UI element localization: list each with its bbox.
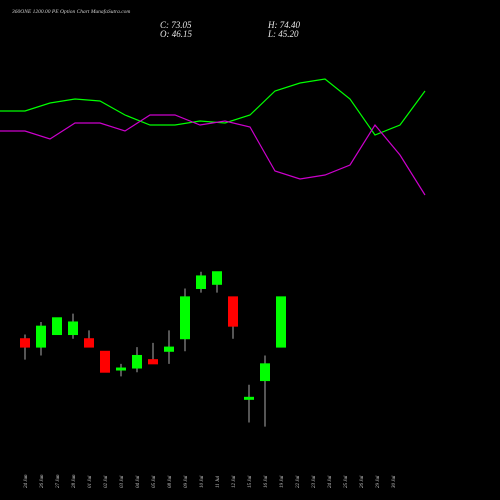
candle-body xyxy=(100,350,110,373)
close-value: C: 73.05 xyxy=(160,20,192,30)
x-tick-label: 27 Jun xyxy=(56,474,61,488)
low-value: L: 45.20 xyxy=(268,29,299,39)
x-axis-labels: 24 Jun 26 Jun 27 Jun 28 Jun 01 Jul 02 Jul 03 J… xyxy=(24,474,397,488)
candle-body xyxy=(244,396,254,400)
x-tick-label: 05 Jul xyxy=(152,475,157,488)
x-tick-label: 12 Jul xyxy=(232,475,237,488)
x-tick-label: 25 Jul xyxy=(344,475,349,488)
candle-body xyxy=(212,271,222,285)
x-tick-label: 15 Jul xyxy=(248,475,253,488)
x-tick-label: 26 Jul xyxy=(360,475,365,488)
candle-body xyxy=(20,338,30,348)
x-tick-label: 02 Jul xyxy=(104,475,109,488)
candle-body xyxy=(164,346,174,352)
candles xyxy=(20,271,286,427)
x-tick-label: 10 Jul xyxy=(200,475,205,488)
candle-body xyxy=(52,317,62,336)
candle-body xyxy=(116,367,126,371)
open-value: O: 46.15 xyxy=(160,29,192,39)
x-tick-label: 28 Jun xyxy=(72,474,77,488)
candle-body xyxy=(276,296,286,348)
x-tick-label: 26 Jun xyxy=(40,474,45,488)
candle-body xyxy=(260,363,270,382)
candle-body xyxy=(36,325,46,348)
candle-body xyxy=(68,321,78,336)
x-tick-label: 11 Jul xyxy=(216,475,221,488)
x-tick-label: 23 Jul xyxy=(312,475,317,488)
x-tick-label: 29 Jul xyxy=(376,475,381,488)
candle-body xyxy=(132,354,142,369)
candle-body xyxy=(180,296,190,340)
x-tick-label: 22 Jul xyxy=(296,475,301,488)
x-tick-label: 16 Jul xyxy=(264,475,269,488)
candle-body xyxy=(228,296,238,327)
indicator-lines xyxy=(0,78,426,196)
x-tick-label: 30 Jul xyxy=(392,475,397,488)
high-value: H: 74.40 xyxy=(268,20,300,30)
upper-indicator-line xyxy=(0,78,426,136)
x-tick-label: 04 Jul xyxy=(136,475,141,488)
x-tick-label: 03 Jul xyxy=(120,475,125,488)
x-tick-label: 09 Jul xyxy=(184,475,189,488)
x-tick-label: 24 Jul xyxy=(328,475,333,488)
candle-body xyxy=(148,359,158,365)
candle-body xyxy=(84,338,94,348)
x-tick-label: 24 Jun xyxy=(24,474,29,488)
x-tick-label: 01 Jul xyxy=(88,475,93,488)
candle-body xyxy=(196,275,206,289)
x-tick-label: 19 Jul xyxy=(280,475,285,488)
x-tick-label: 08 Jul xyxy=(168,475,173,488)
chart-title: 360ONE 1200.00 PE Option Chart MunafaSut… xyxy=(12,9,131,15)
lower-indicator-line xyxy=(0,114,426,196)
